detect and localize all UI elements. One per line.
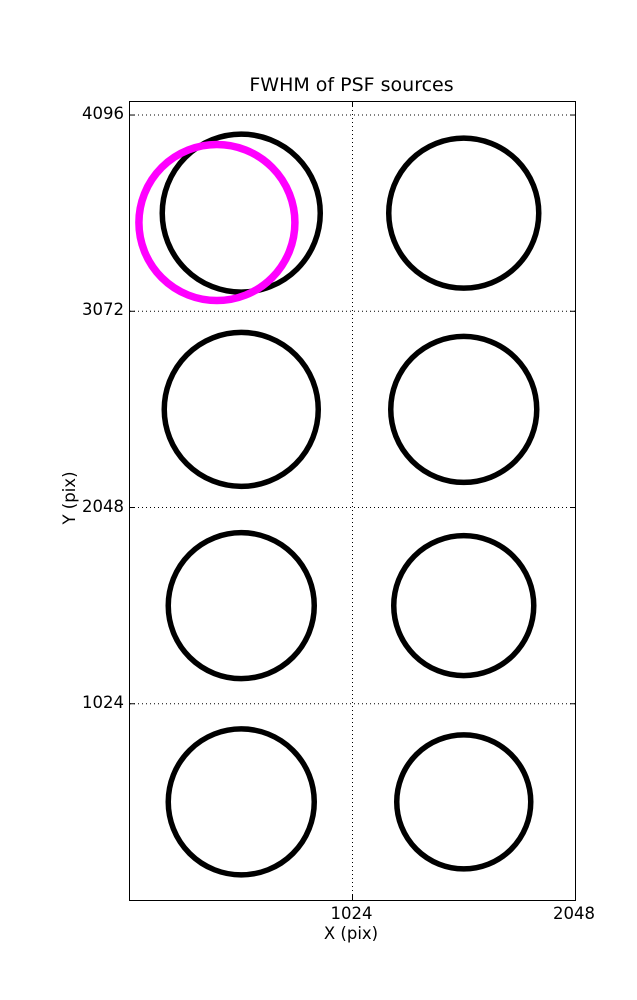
psf-source-circles [165, 726, 317, 878]
plot-area [129, 101, 576, 901]
x-tick-label: 1024 [330, 904, 373, 923]
chart-title: FWHM of PSF sources [249, 74, 454, 96]
y-axis-label: Y (pix) [59, 471, 79, 525]
highlighted-source-circle [135, 140, 299, 305]
x-axis-label: X (pix) [323, 924, 379, 943]
y-tick-label: 1024 [82, 692, 124, 712]
y-tick-label: 3072 [82, 300, 124, 320]
psf-source-circles [391, 532, 537, 679]
psf-source-circles [386, 135, 542, 291]
plot-svg [130, 102, 575, 900]
psf-source-circles [394, 732, 534, 872]
psf-source-circles [165, 529, 317, 682]
y-tick-label: 4096 [82, 104, 124, 124]
psf-source-circles [388, 333, 540, 486]
psf-source-circles [161, 329, 321, 490]
y-tick-label: 2048 [82, 496, 124, 516]
x-tick-label: 2048 [553, 904, 595, 923]
psf-source-circles [159, 131, 323, 295]
